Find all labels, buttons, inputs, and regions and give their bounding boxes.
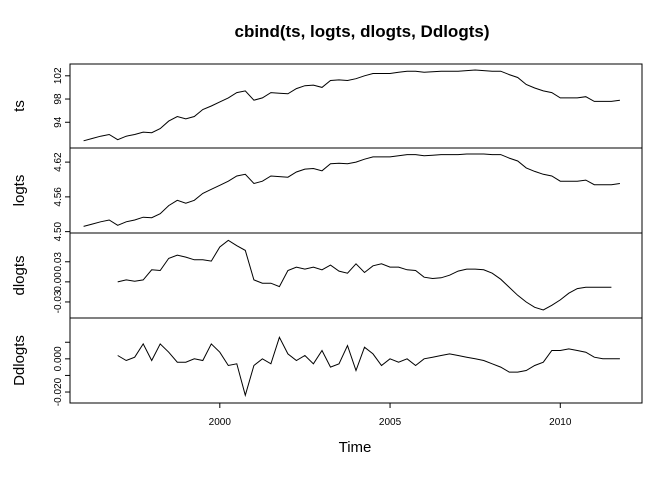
- y-tick-label-ts: 94: [53, 116, 64, 128]
- panel-frame: [69, 317, 643, 404]
- x-tick-label: 2000: [209, 417, 232, 428]
- x-tick-label: 2010: [549, 417, 572, 428]
- panel-logts: logts 4.50 4.56 4.62: [11, 147, 643, 241]
- y-tick-label-dlogts: -0.03: [53, 290, 64, 313]
- y-tick-label-logts: 4.62: [53, 152, 64, 172]
- panel-ts: ts 94 98 102: [11, 63, 643, 149]
- y-tick-label-dlogts: 0.03: [53, 252, 64, 272]
- x-axis: 2000 2005 2010: [209, 403, 572, 428]
- series-line-ts: [83, 69, 620, 142]
- y-tick-label-ts: 102: [53, 67, 64, 84]
- series-line-logts: [83, 153, 620, 227]
- y-tick-label-ts: 98: [53, 93, 64, 105]
- x-tick-label: 2005: [379, 417, 402, 428]
- panel-frame: [69, 147, 643, 234]
- panel-frame: [69, 232, 643, 319]
- panel-Ddlogts: Ddlogts -0.020 0.000: [11, 317, 643, 406]
- series-line-dlogts: [117, 239, 612, 311]
- y-tick-label-logts: 4.56: [53, 187, 64, 207]
- chart-title: cbind(ts, logts, dlogts, Ddlogts): [235, 22, 490, 41]
- panels: ts9498102logts4.504.564.62dlogts-0.030.0…: [11, 63, 643, 406]
- x-axis-title: Time: [339, 439, 372, 456]
- y-tick-label-Ddlogts: 0.000: [53, 346, 64, 371]
- y-tick-label-Ddlogts: -0.020: [53, 377, 64, 406]
- panel-dlogts: dlogts -0.030.000.03: [11, 232, 643, 319]
- panel-label-dlogts: dlogts: [11, 255, 28, 295]
- panel-label-Ddlogts: Ddlogts: [11, 335, 28, 386]
- series-line-Ddlogts: [117, 335, 620, 398]
- panel-label-ts: ts: [11, 100, 28, 112]
- panel-label-logts: logts: [11, 175, 28, 207]
- panel-frame: [69, 63, 643, 149]
- y-tick-label-dlogts: 0.00: [53, 272, 64, 292]
- y-tick-label-logts: 4.50: [53, 221, 64, 241]
